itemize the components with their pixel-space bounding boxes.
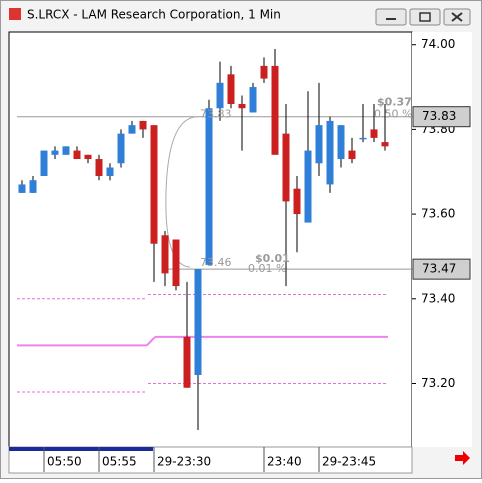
y-tick-label: 73.60 <box>421 207 455 221</box>
candle-body <box>128 125 136 134</box>
candle-body <box>205 108 213 265</box>
candle-body <box>260 65 268 79</box>
candle-body <box>238 103 246 109</box>
candle-body <box>84 154 92 160</box>
annotation: 73.83 <box>200 108 232 121</box>
x-tick-label: 05:50 <box>47 455 82 469</box>
annotation: 0.01 % <box>248 262 286 275</box>
maximize-icon <box>419 12 431 22</box>
x-axis-area <box>8 446 413 474</box>
candle-body <box>359 137 367 140</box>
indicator-step <box>146 336 156 347</box>
candle-body <box>18 184 26 193</box>
candle-body <box>51 150 59 155</box>
annotation: $0.01 <box>255 252 290 265</box>
maximize-button[interactable] <box>409 8 441 26</box>
annotation: 73.46 <box>200 256 232 269</box>
candle-body <box>348 150 356 160</box>
y-tick-label: 74.00 <box>421 37 455 51</box>
candle-body <box>73 150 81 160</box>
price-box <box>412 258 471 280</box>
candle-body <box>172 239 180 287</box>
x-tick-label: 23:40 <box>267 455 302 469</box>
candle-body <box>194 269 202 376</box>
candle-body <box>117 133 125 164</box>
candle-body <box>183 336 191 388</box>
price-box <box>412 106 471 128</box>
annotation: $0.37 <box>377 96 412 109</box>
candle-body <box>370 129 378 138</box>
candle-body <box>293 188 301 215</box>
y-axis-area <box>412 32 472 447</box>
window-icon <box>9 8 21 20</box>
scroll-arrow[interactable] <box>455 451 470 465</box>
x-tick-label: 29-23:45 <box>322 455 376 469</box>
candle-body <box>249 87 257 113</box>
candle-body <box>304 150 312 223</box>
candle-body <box>216 82 224 109</box>
session-strip <box>9 447 153 451</box>
annotation: 0.50 % <box>374 108 412 121</box>
price-box-label: 73.47 <box>422 262 456 276</box>
candle-body <box>95 159 103 176</box>
candle-body <box>227 74 235 104</box>
candle-body <box>139 120 147 130</box>
y-tick-label: 73.40 <box>421 291 455 305</box>
candle-body <box>326 120 334 185</box>
candle-body <box>315 125 323 164</box>
candle-body <box>271 65 279 155</box>
x-tick-label: 29-23:30 <box>157 455 211 469</box>
minimize-button[interactable] <box>375 8 407 26</box>
candle-body <box>106 167 114 176</box>
candle-body <box>29 180 37 193</box>
candle-body <box>161 235 169 274</box>
close-icon <box>451 12 463 22</box>
candle-body <box>40 150 48 176</box>
price-box-label: 73.83 <box>422 109 456 123</box>
window-title: S.LRCX - LAM Research Corporation, 1 Min <box>27 8 281 22</box>
candle-body <box>150 125 158 244</box>
y-tick-label: 73.20 <box>421 376 455 390</box>
candle-body <box>62 146 70 155</box>
candle-body <box>381 142 389 147</box>
x-tick-label: 05:55 <box>102 455 137 469</box>
candle-body <box>337 125 345 160</box>
candle-body <box>282 133 290 202</box>
